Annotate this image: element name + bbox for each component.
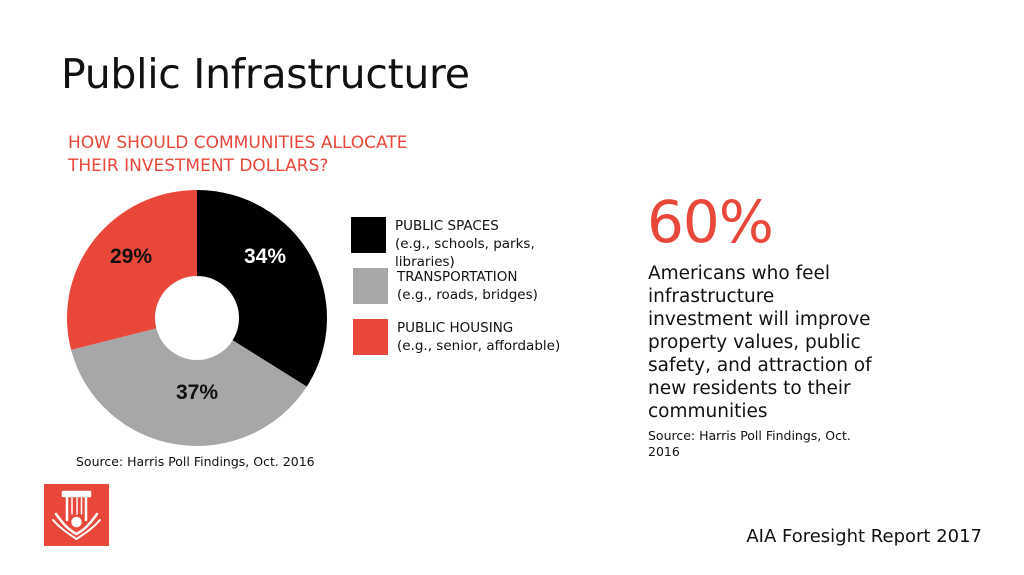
stat-description: Americans who feel infrastructure invest… bbox=[648, 263, 872, 422]
donut-label-transportation: 37% bbox=[176, 381, 218, 404]
legend-text-public-housing: PUBLIC HOUSING (e.g., senior, affordable… bbox=[397, 319, 567, 355]
legend-swatch-transportation bbox=[353, 268, 388, 304]
stat-value: 60% bbox=[647, 188, 774, 256]
legend-detail-public-spaces-2: libraries) bbox=[395, 254, 455, 270]
chart-question: HOW SHOULD COMMUNITIES ALLOCATE THEIR IN… bbox=[68, 132, 488, 178]
donut-label-public-housing: 29% bbox=[110, 245, 152, 268]
legend-label-public-spaces: PUBLIC SPACES bbox=[395, 218, 499, 234]
chart-question-line-1: HOW SHOULD COMMUNITIES ALLOCATE bbox=[68, 133, 408, 153]
aia-logo-icon bbox=[44, 484, 109, 546]
page-title: Public Infrastructure bbox=[61, 50, 470, 98]
legend-swatch-public-housing bbox=[353, 319, 388, 355]
legend-swatch-public-spaces bbox=[351, 217, 386, 253]
donut-slice-transportation bbox=[71, 318, 307, 447]
legend-detail-transportation: (e.g., roads, bridges) bbox=[397, 287, 538, 303]
donut-chart: 34% 37% 29% bbox=[67, 190, 327, 447]
stat-source: Source: Harris Poll Findings, Oct. 2016 bbox=[648, 428, 851, 459]
donut-hole bbox=[155, 276, 239, 360]
chart-source: Source: Harris Poll Findings, Oct. 2016 bbox=[76, 454, 315, 469]
legend-label-transportation: TRANSPORTATION bbox=[397, 269, 518, 285]
legend-detail-public-housing: (e.g., senior, affordable) bbox=[397, 338, 561, 354]
legend-text-transportation: TRANSPORTATION (e.g., roads, bridges) bbox=[397, 268, 567, 304]
chart-question-line-2: THEIR INVESTMENT DOLLARS? bbox=[68, 156, 329, 176]
legend-label-public-housing: PUBLIC HOUSING bbox=[397, 320, 514, 336]
legend-text-public-spaces: PUBLIC SPACES (e.g., schools, parks, lib… bbox=[395, 217, 565, 271]
report-footer: AIA Foresight Report 2017 bbox=[746, 526, 982, 547]
legend-detail-public-spaces: (e.g., schools, parks, bbox=[395, 236, 535, 252]
donut-label-public-spaces: 34% bbox=[244, 245, 286, 268]
